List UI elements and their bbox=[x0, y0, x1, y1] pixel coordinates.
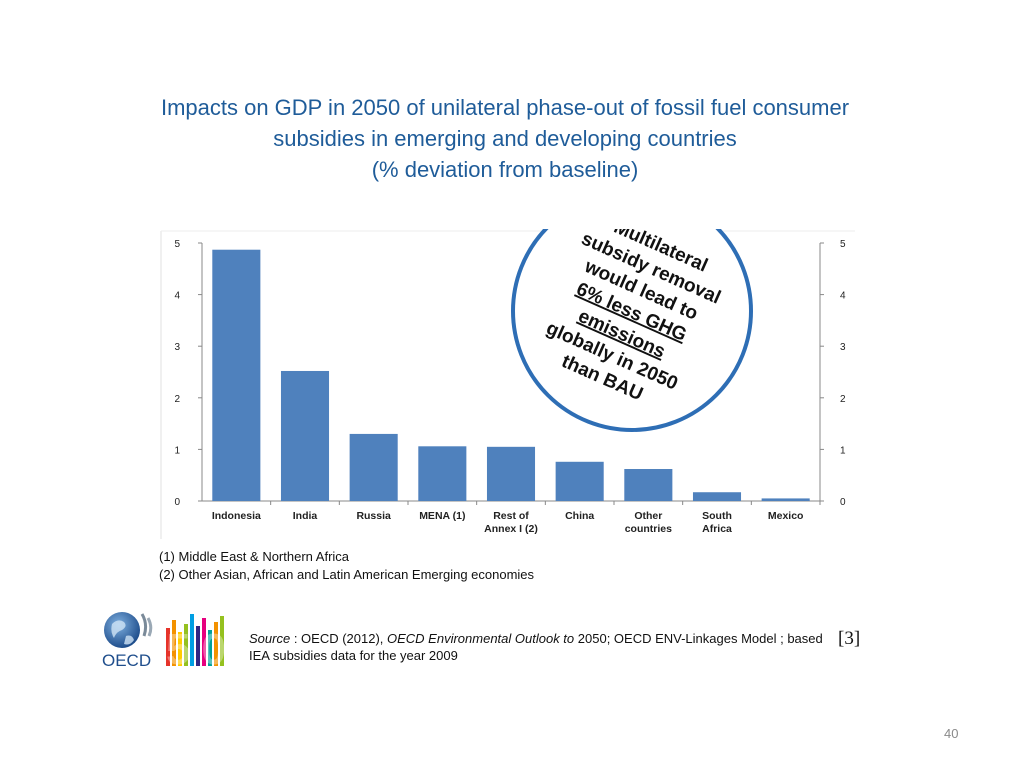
x-category-label: China bbox=[565, 510, 594, 522]
x-category-label: Rest of bbox=[493, 510, 529, 522]
x-category-label: Other bbox=[634, 510, 662, 522]
y-tick-label-right: 3 bbox=[840, 342, 846, 353]
chart-footnotes: (1) Middle East & Northern Africa (2) Ot… bbox=[159, 548, 534, 584]
bar-3 bbox=[418, 446, 467, 501]
source-label: Source bbox=[249, 631, 291, 646]
bar-1 bbox=[280, 370, 330, 501]
y-tick-label-left: 4 bbox=[174, 291, 180, 302]
y-tick-label-left: 0 bbox=[174, 497, 180, 508]
x-category-label: Africa bbox=[702, 523, 732, 535]
y-tick-label-left: 2 bbox=[174, 394, 180, 405]
bar-8 bbox=[761, 498, 810, 501]
callout-circle bbox=[511, 229, 753, 432]
bar-0 bbox=[212, 249, 261, 501]
bar-4 bbox=[486, 446, 536, 501]
bar-2 bbox=[349, 433, 398, 501]
source-citation: Source : OECD (2012), OECD Environmental… bbox=[249, 630, 829, 664]
footnote-1: (1) Middle East & Northern Africa bbox=[159, 549, 350, 564]
y-tick-label-right: 4 bbox=[840, 291, 846, 302]
y-tick-label-right: 1 bbox=[840, 445, 846, 456]
page-number: 40 bbox=[944, 726, 959, 741]
title-line-1: Impacts on GDP in 2050 of unilateral pha… bbox=[160, 95, 850, 120]
source-sep: : OECD (2012), bbox=[290, 631, 388, 646]
bar-7 bbox=[692, 492, 742, 501]
source-publication-title: OECD Environmental Outlook to bbox=[387, 631, 575, 646]
oecd-50-logo: OECD 50 bbox=[102, 612, 226, 670]
gdp-impact-bar-chart: 0 0 1 1 2 2 3 3 4 4 5 5 Indonesia India Russia MENA (1)… bbox=[160, 229, 855, 539]
bar-6 bbox=[624, 469, 673, 501]
oecd-wordmark: OECD bbox=[102, 651, 151, 670]
x-category-label: MENA (1) bbox=[419, 510, 465, 522]
y-tick-label-right: 0 bbox=[840, 497, 846, 508]
source-details: 2050; OECD ENV-Linkages Model ; based IE… bbox=[249, 631, 823, 663]
slide-title: Impacts on GDP in 2050 of unilateral pha… bbox=[80, 92, 930, 185]
anniversary-50-mark: 50 bbox=[166, 614, 226, 670]
laurel-leaf-1 bbox=[140, 613, 148, 637]
y-tick-label-left: 5 bbox=[174, 239, 180, 250]
title-line-2: subsidies in emerging and developing cou… bbox=[273, 126, 737, 151]
x-category-label: South bbox=[702, 510, 732, 522]
laurel-leaf-2 bbox=[146, 617, 153, 637]
y-tick-label-left: 1 bbox=[174, 445, 180, 456]
bar-5 bbox=[555, 461, 604, 501]
x-category-label: Annex I (2) bbox=[484, 523, 538, 535]
reference-marker: [3] bbox=[838, 628, 861, 649]
y-tick-label-right: 5 bbox=[840, 239, 846, 250]
x-category-label: countries bbox=[625, 523, 672, 535]
x-category-label: Mexico bbox=[768, 510, 804, 522]
y-tick-label-left: 3 bbox=[174, 342, 180, 353]
globe-continents bbox=[111, 620, 134, 645]
y-tick-label-right: 2 bbox=[840, 394, 846, 405]
title-line-3: (% deviation from baseline) bbox=[371, 157, 639, 182]
x-category-label: India bbox=[293, 510, 318, 522]
x-category-label: Indonesia bbox=[212, 510, 261, 522]
footnote-2: (2) Other Asian, African and Latin Ameri… bbox=[159, 567, 535, 582]
x-category-label: Russia bbox=[356, 510, 391, 522]
